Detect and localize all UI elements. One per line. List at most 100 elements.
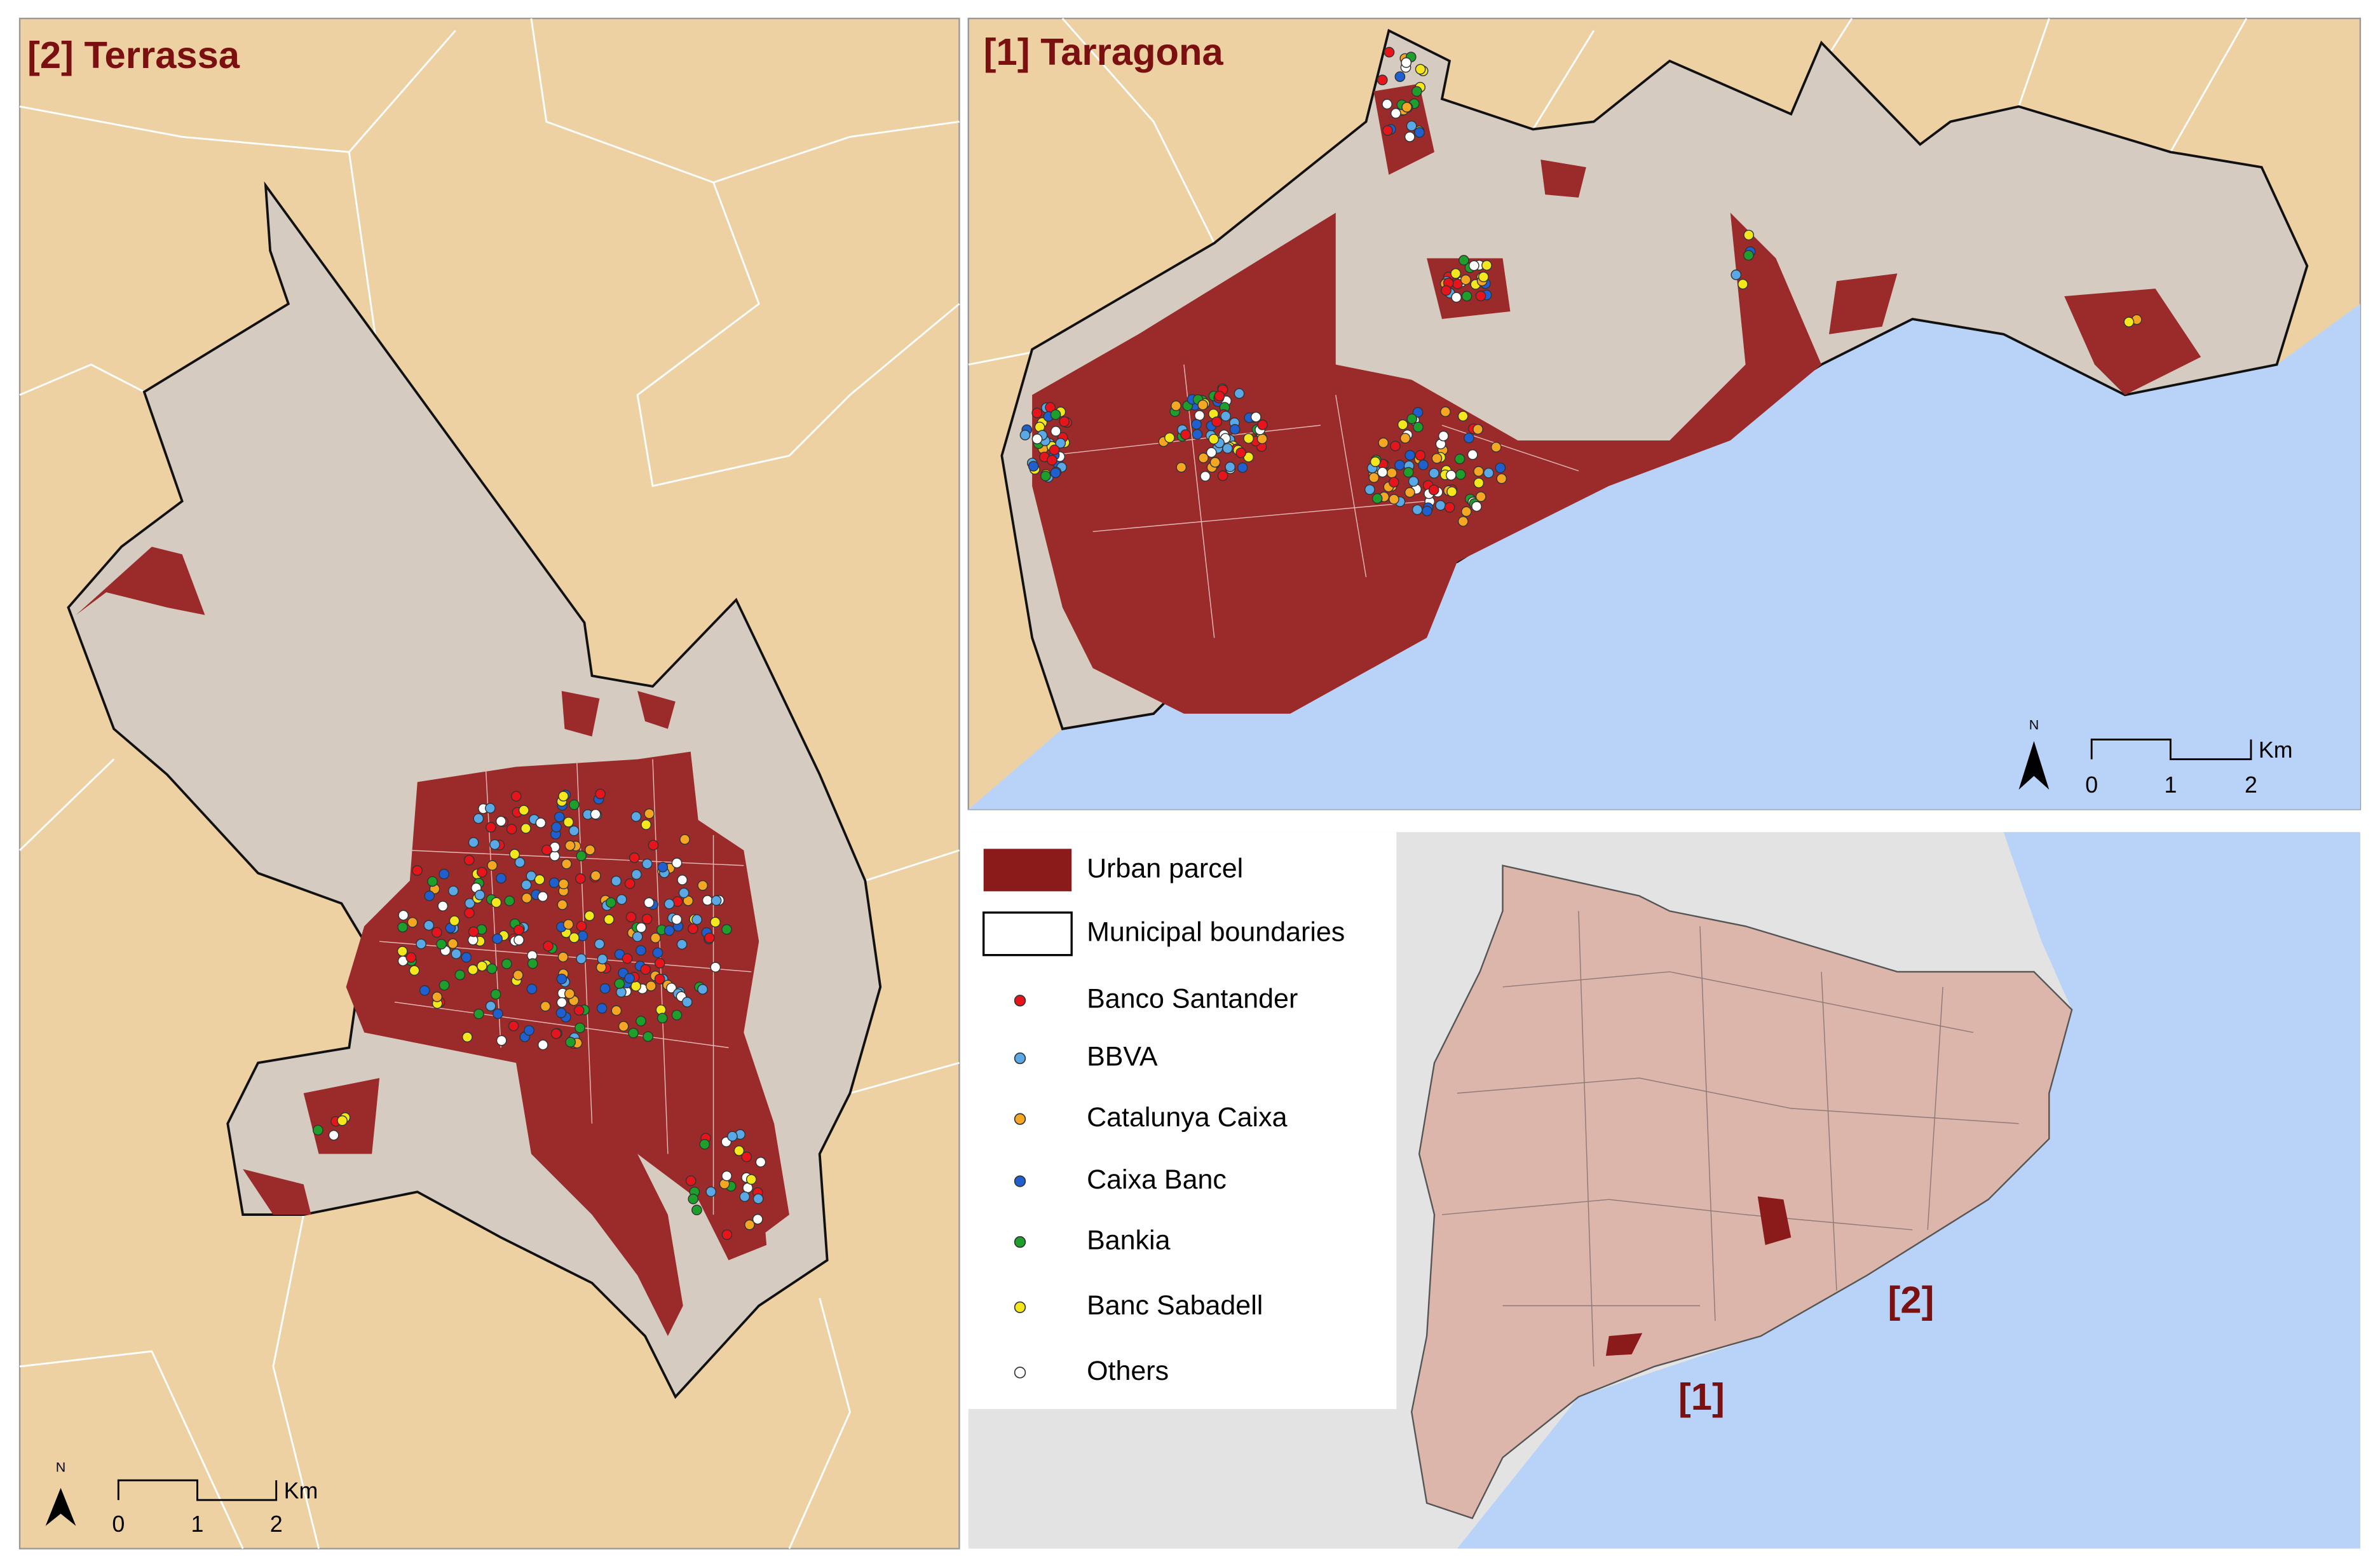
branch-dot <box>427 876 438 887</box>
branch-dot <box>564 840 576 851</box>
branch-dot <box>1397 419 1408 430</box>
branch-dot <box>671 1009 683 1021</box>
branch-dot <box>685 1175 697 1187</box>
branch-dot <box>644 808 655 819</box>
branch-dot <box>439 979 450 991</box>
branch-dot <box>599 983 611 994</box>
branch-dot <box>575 873 586 884</box>
branch-dot <box>1472 424 1483 435</box>
branch-dot <box>641 858 653 869</box>
branch-dot <box>1406 413 1418 425</box>
branch-dot <box>1211 416 1222 427</box>
branch-dot <box>1390 107 1401 119</box>
branch-dot <box>1180 429 1191 440</box>
branch-dot <box>1250 411 1261 423</box>
branch-dot <box>526 983 538 995</box>
branch-dot <box>614 978 625 990</box>
branch-dot <box>1059 416 1070 427</box>
branch-dot <box>671 857 683 869</box>
branch-dot <box>468 926 479 937</box>
branch-dot <box>1243 433 1255 444</box>
branch-dot <box>679 834 690 845</box>
branch-dot <box>616 986 627 998</box>
branch-dot <box>636 922 647 933</box>
branch-dot <box>671 914 683 925</box>
legend-label: Municipal boundaries <box>1087 917 1345 948</box>
inset-sea <box>1457 832 2360 1549</box>
branch-dot <box>1390 440 1401 452</box>
scale-label: 2 <box>2245 772 2257 798</box>
branch-dot <box>1431 453 1443 464</box>
legend-dot <box>1014 1052 1026 1065</box>
branch-dot <box>409 965 420 976</box>
branch-dot <box>1377 74 1388 86</box>
branch-dot <box>584 910 595 922</box>
branch-dot <box>681 997 693 1008</box>
branch-dot <box>652 947 663 958</box>
legend-dot <box>1014 1236 1026 1248</box>
branch-dot <box>705 1186 717 1197</box>
legend-dot <box>1014 1113 1026 1125</box>
branch-dot <box>1394 460 1405 471</box>
branch-dot <box>1413 421 1424 433</box>
branch-dot <box>1446 470 1457 481</box>
branch-dot <box>1164 432 1175 444</box>
branch-dot <box>432 992 443 1002</box>
branch-dot <box>449 915 460 927</box>
branch-dot <box>1403 467 1414 478</box>
branch-dot <box>611 1005 622 1016</box>
branch-dot <box>1192 428 1203 440</box>
branch-dot <box>691 1204 702 1216</box>
branch-dot <box>473 813 484 824</box>
legend-label: BBVA <box>1087 1041 1158 1072</box>
branch-dot <box>485 803 496 814</box>
branch-dot <box>1408 476 1419 487</box>
branch-dot <box>1460 274 1471 285</box>
branch-dot <box>648 840 659 850</box>
branch-dot <box>1194 410 1205 421</box>
branch-dot <box>1406 120 1417 132</box>
branch-dot <box>1206 447 1217 458</box>
branch-dot <box>697 984 708 995</box>
branch-dot <box>398 910 409 921</box>
branch-dot <box>423 920 435 931</box>
branch-dot <box>650 932 661 944</box>
branch-dot <box>755 1157 766 1168</box>
branch-dot <box>1401 102 1413 113</box>
branch-dot <box>1467 449 1478 460</box>
branch-dot <box>550 1028 562 1039</box>
legend-label: Banc Sabadell <box>1087 1290 1263 1321</box>
branch-dot <box>1055 437 1066 449</box>
branch-dot <box>541 844 552 855</box>
branch-dot <box>611 875 622 887</box>
branch-dot <box>636 944 646 956</box>
branch-dot <box>1368 472 1380 483</box>
tarragona-location <box>1605 1333 1643 1356</box>
inset-label: [1] <box>1678 1375 1725 1418</box>
branch-dot <box>397 922 408 933</box>
branch-dot <box>1743 229 1755 241</box>
branch-dot <box>1031 407 1043 419</box>
branch-dot <box>1217 470 1228 481</box>
branch-dot <box>630 981 641 992</box>
legend-items: Urban parcel Municipal boundaries Banco Sa… <box>983 849 1345 1386</box>
branch-dot <box>1473 466 1484 477</box>
branch-dot <box>741 1151 752 1162</box>
branch-dot <box>1404 131 1415 142</box>
branch-dot <box>527 958 538 969</box>
terrassa-location <box>1757 1196 1792 1245</box>
branch-dot <box>605 897 616 908</box>
scale-label: 1 <box>191 1511 204 1537</box>
branch-dot <box>631 869 642 880</box>
branch-dot <box>1220 411 1232 422</box>
branch-dot <box>506 824 517 835</box>
branch-dot <box>1451 292 1462 303</box>
branch-dot <box>641 913 653 925</box>
catalonia <box>1410 864 2073 1520</box>
branch-dot <box>512 969 524 981</box>
panel-title: [1] Tarragona <box>984 31 1224 73</box>
branch-dot <box>416 938 426 950</box>
scale-unit: Km <box>284 1478 318 1504</box>
branch-dot <box>537 891 548 902</box>
branch-dot <box>641 819 651 830</box>
